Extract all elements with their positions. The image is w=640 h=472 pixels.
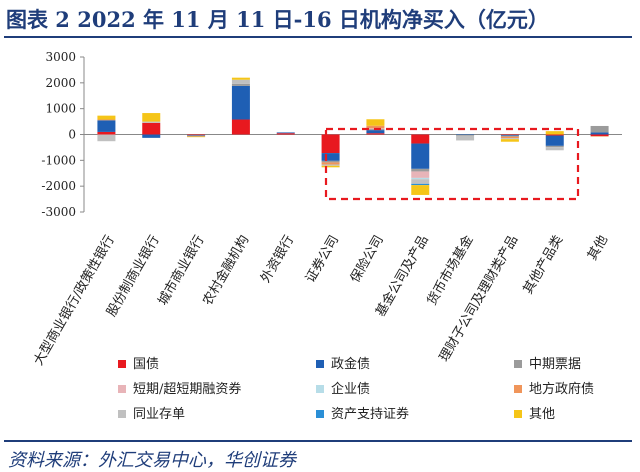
legend-swatch [118,410,126,418]
bar-segment [231,79,250,84]
bar-segment [142,134,161,138]
bar-segment [366,125,385,129]
legend-label: 资产支持证券 [331,406,409,422]
bar-segment [500,135,519,136]
source-divider [4,440,632,442]
bar-segment [276,133,295,135]
bar-segment [456,135,475,136]
bar-segment [321,162,340,165]
chart-title: 图表 2 2022 年 11 月 11 日-16 日机构净买入（亿元） [6,7,549,32]
bar-segment [411,177,430,180]
bar-segment [187,135,206,137]
legend-label: 中期票据 [529,357,581,372]
legend-label: 地方政府债 [529,381,594,397]
bar-segment [321,164,340,166]
bar-segment [321,134,340,154]
legend-swatch [514,360,522,368]
legend-swatch [118,360,126,368]
bar-segment [590,134,609,137]
bar-segment [545,147,564,151]
x-category-label: 外资银行 [258,233,297,286]
bar-segment [500,134,519,136]
bar-segment [545,131,564,135]
bar-segment [142,113,161,122]
x-category-label: 证券公司 [302,233,342,286]
x-category-label: 保险公司 [348,233,387,286]
bar-segment [500,135,519,137]
y-tick-label: -3000 [41,205,76,219]
bar-segment [366,133,385,135]
bar-segment [411,183,430,186]
x-category-label: 理财子公司及理财类产品 [437,233,521,364]
x-category-label: 农村金融机构 [200,233,253,309]
legend-label: 国债 [133,357,159,372]
bar-segment [500,138,519,140]
title-divider [4,36,632,38]
legend-label: 政金债 [331,356,370,372]
x-category-label: 城市商业银行 [155,232,208,308]
bar-segment [456,135,475,141]
bar-segment [411,134,430,144]
y-tick-label: 1000 [45,102,76,116]
x-category-label: 其他产品类 [521,233,566,297]
legend-label: 其他 [529,407,555,422]
legend-swatch [316,410,324,418]
bar-segment [590,132,609,135]
bar-segment [411,168,430,172]
bar-segment [321,160,340,163]
bar-segment [411,171,430,178]
bar-segment [97,119,116,121]
legend-label: 短期/超短期融资券 [133,381,241,397]
bar-segment [97,115,116,120]
bar-segment [590,125,609,133]
bar-segment [97,131,116,135]
bar-segment [500,136,519,139]
y-tick-label: -1000 [41,153,76,167]
source-note: 资料来源：外汇交易中心，华创证券 [8,450,296,471]
bar-segment [231,83,250,86]
bar-segment [545,134,564,136]
bar-segment [411,179,430,184]
legend-swatch [514,385,522,393]
y-tick-label: 3000 [45,50,76,64]
bar-segment [456,134,475,136]
legend-swatch [316,385,324,393]
bar-segment [411,185,430,195]
y-tick-label: -2000 [41,179,76,193]
bar-segment [231,85,250,120]
bar-segment [231,119,250,135]
stacked-bar-chart: 3000 2000 1000 0 -1000 -2000 -3000 大型商业银行/政策性银行… [30,50,622,422]
bar-segment [366,130,385,134]
bar-segment [366,119,385,126]
legend-swatch [118,385,126,393]
bar-segment [187,136,206,138]
y-tick-label: 2000 [45,76,76,90]
legend-swatch [316,360,324,368]
bar-segment [97,134,116,142]
bar-segment [500,139,519,142]
bar-segment [321,165,340,168]
bar-segment [321,153,340,161]
legend-label: 同业存单 [133,407,185,422]
y-tick-label: 0 [68,128,76,142]
bar-segment [231,77,250,80]
bar-segment [276,132,295,134]
bar-segment [187,135,206,136]
bar-segment [142,121,161,123]
legend-label: 企业债 [331,381,370,397]
bar-segment [590,136,609,137]
x-category-label: 货币市场基金 [424,233,477,309]
bar-segment [142,122,161,135]
bar-segment [187,134,206,136]
x-category-label: 大型商业银行/政策性银行 [30,233,118,369]
bar-segment [545,145,564,148]
highlight-box [324,127,580,201]
x-category-label: 其他 [585,233,611,263]
bar-segment [545,135,564,146]
bar-segment [411,143,430,169]
bar-segment [97,120,116,132]
legend-swatch [514,410,522,418]
